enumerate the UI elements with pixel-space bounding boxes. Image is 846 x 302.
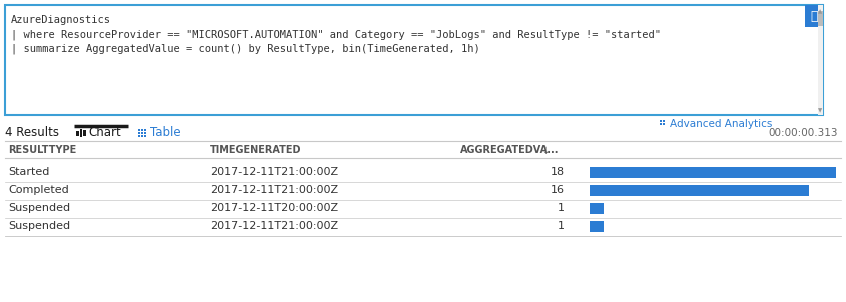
Bar — [590, 185, 809, 195]
Text: 1: 1 — [558, 203, 565, 213]
Bar — [80, 129, 82, 137]
Text: ▼: ▼ — [818, 108, 822, 113]
Text: AzureDiagnostics: AzureDiagnostics — [11, 15, 111, 25]
Bar — [138, 135, 140, 137]
Bar — [590, 203, 604, 214]
Text: 4 Results: 4 Results — [5, 127, 59, 140]
Bar — [590, 220, 604, 232]
Text: 00:00:00.313: 00:00:00.313 — [768, 128, 838, 138]
Text: Completed: Completed — [8, 185, 69, 195]
Text: 2017-12-11T21:00:00Z: 2017-12-11T21:00:00Z — [210, 185, 338, 195]
Text: ▲: ▲ — [818, 9, 822, 14]
Bar — [76, 130, 79, 136]
Bar — [5, 5, 823, 115]
Text: | summarize AggregatedValue = count() by ResultType, bin(TimeGenerated, 1h): | summarize AggregatedValue = count() by… — [11, 43, 480, 53]
Text: Started: Started — [8, 167, 49, 177]
Bar — [138, 132, 140, 134]
Bar — [663, 123, 665, 125]
Text: 2017-12-11T21:00:00Z: 2017-12-11T21:00:00Z — [210, 167, 338, 177]
Text: Advanced Analytics: Advanced Analytics — [670, 119, 772, 129]
Text: Suspended: Suspended — [8, 221, 70, 231]
Text: AGGREGATEDVA...: AGGREGATEDVA... — [460, 145, 559, 155]
Text: 1: 1 — [558, 221, 565, 231]
Text: Table: Table — [150, 127, 181, 140]
Text: 18: 18 — [551, 167, 565, 177]
Text: 2017-12-11T21:00:00Z: 2017-12-11T21:00:00Z — [210, 221, 338, 231]
Text: 16: 16 — [551, 185, 565, 195]
Bar — [141, 132, 143, 134]
Text: ⌕: ⌕ — [810, 9, 818, 23]
Bar — [590, 166, 836, 178]
Bar — [663, 120, 665, 122]
Bar — [805, 5, 823, 27]
Bar — [144, 132, 146, 134]
Bar — [818, 5, 823, 115]
Bar — [660, 120, 662, 122]
Bar — [138, 129, 140, 131]
Text: Chart: Chart — [88, 127, 121, 140]
Text: 2017-12-11T20:00:00Z: 2017-12-11T20:00:00Z — [210, 203, 338, 213]
Bar — [141, 129, 143, 131]
Bar — [141, 135, 143, 137]
Bar — [660, 123, 662, 125]
Text: TIMEGENERATED: TIMEGENERATED — [210, 145, 301, 155]
Text: | where ResourceProvider == "MICROSOFT.AUTOMATION" and Category == "JobLogs" and: | where ResourceProvider == "MICROSOFT.A… — [11, 29, 661, 40]
Bar — [144, 135, 146, 137]
Bar — [144, 129, 146, 131]
Text: RESULTTYPE: RESULTTYPE — [8, 145, 76, 155]
Bar — [83, 130, 85, 136]
Text: Suspended: Suspended — [8, 203, 70, 213]
Text: ↓: ↓ — [542, 146, 550, 156]
Bar — [818, 11, 823, 26]
